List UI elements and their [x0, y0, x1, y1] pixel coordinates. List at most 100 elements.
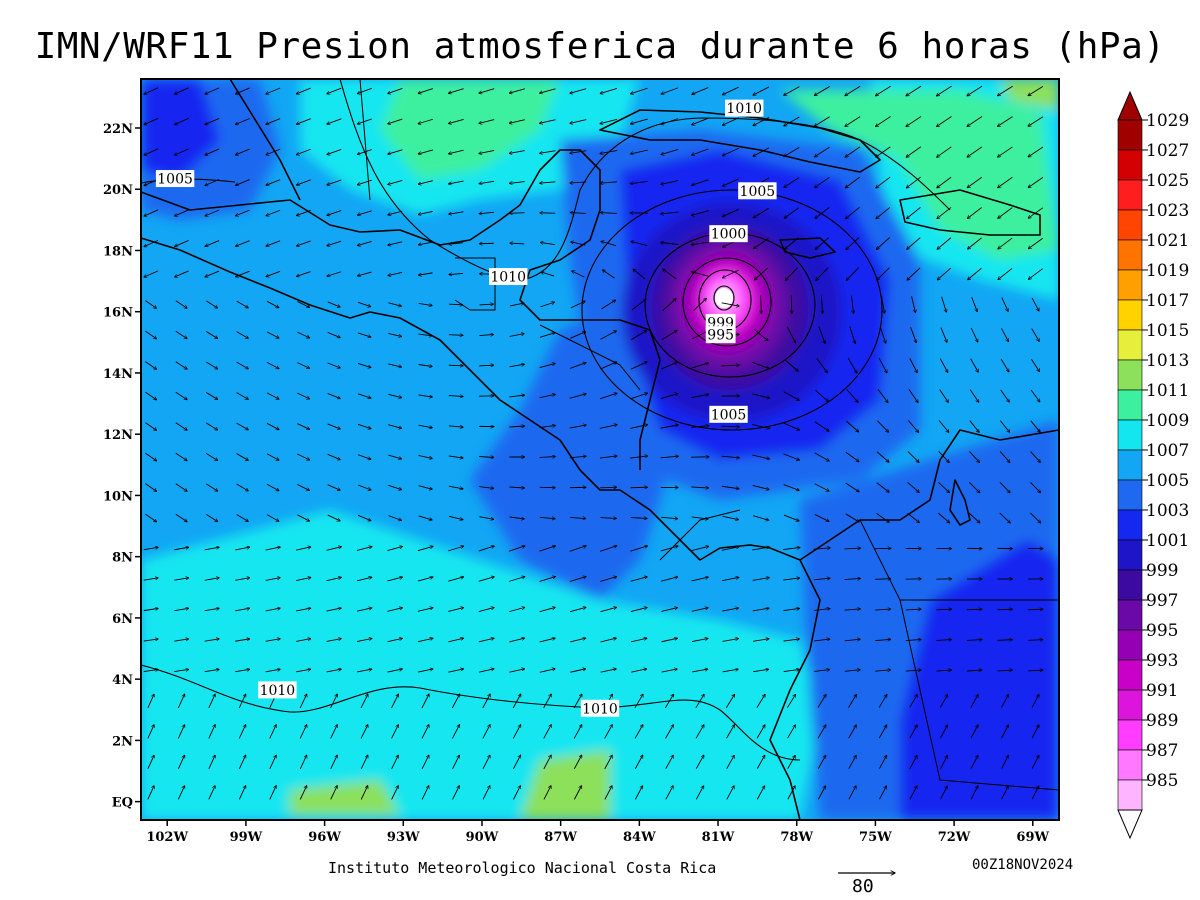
wind-arrow [266, 118, 281, 125]
wind-arrow [905, 609, 921, 610]
wind-arrow [937, 116, 952, 126]
wind-arrow [691, 608, 708, 612]
wind-arrow [357, 454, 371, 460]
wind-arrow [569, 456, 586, 459]
wind-arrow [573, 725, 582, 739]
wind-arrow [448, 335, 463, 336]
wind-arrow [205, 513, 218, 521]
wind-arrow [144, 87, 159, 94]
colorbar-swatch [1117, 569, 1143, 601]
wind-arrow [1001, 297, 1008, 312]
wind-arrow [205, 361, 218, 369]
colorbar-swatch [1117, 719, 1143, 751]
wind-arrow [787, 694, 795, 708]
wind-arrow [600, 88, 618, 93]
wind-arrow [418, 394, 433, 397]
wind-arrow [569, 607, 586, 613]
wind-arrow [691, 331, 708, 340]
wind-arrow [418, 485, 433, 490]
wind-arrow [631, 669, 647, 673]
wind-arrow [787, 755, 796, 769]
wind-arrow [691, 577, 709, 582]
wind-arrow [266, 453, 279, 460]
wind-arrow [448, 577, 463, 582]
colorbar-level-label: 997 [1146, 591, 1178, 611]
wind-arrow [966, 670, 982, 671]
wind-arrow [448, 608, 463, 612]
wind-arrow [388, 241, 403, 245]
wind-arrow [147, 755, 154, 770]
wind-arrow [752, 578, 770, 581]
wind-arrow [721, 485, 739, 488]
wind-arrow [356, 638, 372, 642]
wind-arrow [388, 424, 401, 429]
wind-arrow [539, 119, 556, 124]
isobar-label: 1000 [711, 227, 747, 243]
wind-arrow [691, 638, 708, 643]
wind-arrow [448, 546, 463, 552]
wind-arrow [997, 670, 1013, 671]
wind-arrow [1030, 420, 1040, 432]
lat-tick-label: 8N [112, 551, 133, 566]
wind-arrow [814, 421, 829, 432]
wind-arrow [326, 608, 342, 612]
wind-arrow [693, 298, 706, 312]
wind-arrow [417, 577, 433, 582]
isobar-label: 1005 [711, 407, 747, 423]
wind-arrow [512, 694, 521, 709]
wind-arrow [726, 786, 734, 800]
wind-arrow [569, 363, 586, 369]
wind-arrow [204, 608, 220, 612]
wind-arrow [604, 755, 613, 770]
wind-arrow [905, 639, 921, 640]
isobar-label: 1010 [582, 701, 618, 717]
wind-arrow [876, 176, 891, 188]
wind-arrow [997, 640, 1013, 641]
wind-arrow [479, 243, 494, 244]
wind-arrow [722, 608, 738, 612]
wind-arrow [327, 240, 342, 246]
field-patch [141, 510, 820, 820]
colorbar-level-label: 995 [1146, 621, 1178, 641]
wind-arrow [600, 182, 618, 183]
field-patch [141, 79, 220, 180]
wind-arrow [296, 639, 311, 642]
wind-arrow [145, 330, 156, 339]
wind-arrow [540, 88, 556, 93]
colorbar-min-arrow [1117, 809, 1143, 840]
isobar-1005 [581, 189, 883, 431]
wind-arrow [509, 303, 524, 307]
wind-arrow [205, 87, 220, 94]
wind-arrow [452, 755, 459, 770]
wind-arrow [783, 639, 800, 642]
wind-arrow [147, 694, 154, 709]
wind-arrow [1028, 116, 1044, 127]
wind-arrow [421, 755, 429, 770]
wind-arrow [265, 608, 281, 612]
wind-arrow [875, 579, 891, 580]
wind-arrow [177, 786, 184, 800]
wind-arrow [600, 213, 617, 214]
wind-arrow [266, 179, 281, 186]
wind-arrow [235, 209, 250, 216]
wind-arrow [479, 88, 495, 94]
wind-arrow [907, 267, 921, 280]
wind-arrow [326, 639, 342, 642]
lat-tick-label: 6N [112, 612, 133, 627]
wind-arrow [661, 517, 677, 518]
wind-arrow [784, 177, 800, 188]
wind-arrow [907, 512, 920, 522]
wind-arrow [661, 211, 679, 214]
wind-arrow [204, 669, 220, 673]
wind-arrow [327, 87, 342, 94]
colorbar-swatch [1117, 329, 1143, 361]
lon-tick-label: 75W [859, 830, 892, 845]
lat-tick-label: EQ [112, 796, 133, 811]
wind-arrow [907, 420, 918, 432]
wind-arrow [816, 358, 828, 372]
wind-arrow [266, 148, 281, 155]
wind-arrow [604, 725, 613, 739]
wind-arrow [970, 755, 978, 769]
colorbar-swatch [1117, 419, 1143, 451]
